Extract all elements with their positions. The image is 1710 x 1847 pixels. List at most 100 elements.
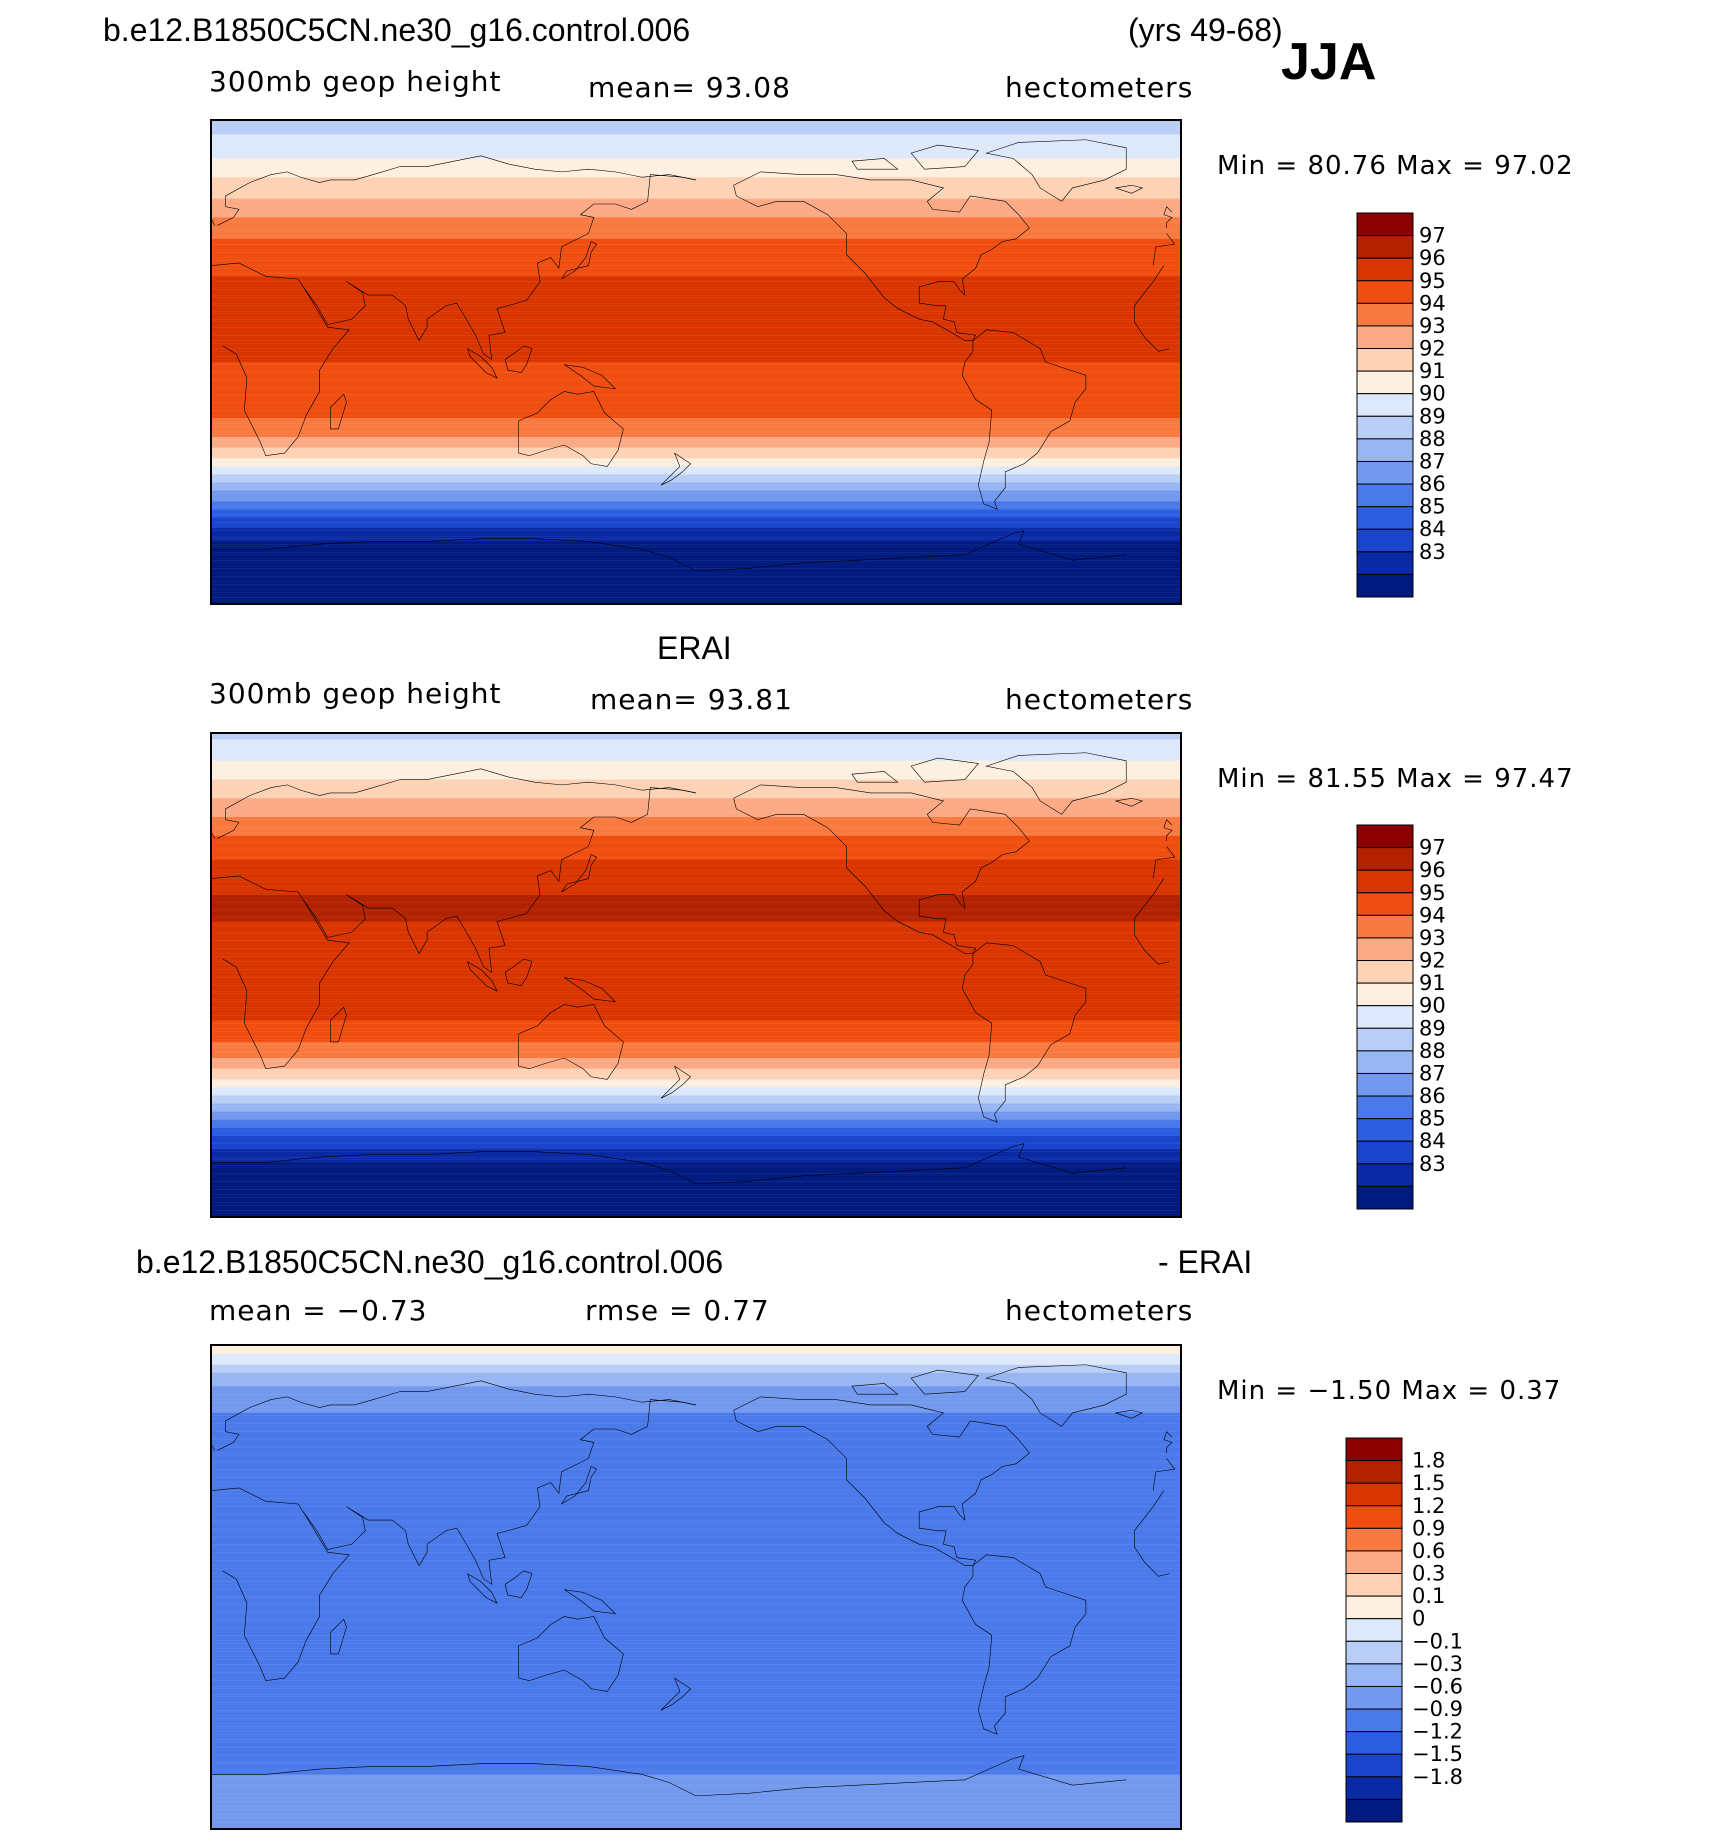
colorbar-label: 92 (1419, 337, 1446, 361)
contour-band (212, 736, 1180, 740)
contour-band (212, 1782, 1180, 1786)
panel2-min-max: Min = 81.55 Max = 97.47 (1217, 764, 1574, 794)
contour-band (212, 1012, 1180, 1016)
contour-band (212, 972, 1180, 976)
contour-band (212, 185, 1180, 189)
contour-band (212, 560, 1180, 563)
contour-band (212, 1632, 1180, 1636)
contour-band (212, 174, 1180, 178)
contour-band (212, 466, 1180, 470)
contour-band (212, 934, 1180, 938)
contour-band (212, 817, 1180, 820)
contour-band (212, 1412, 1180, 1416)
contour-band (212, 1603, 1180, 1606)
contour-band (212, 295, 1180, 298)
contour-band (212, 1380, 1180, 1384)
contour-band (212, 1696, 1180, 1700)
contour-band (212, 1418, 1180, 1422)
contour-band (212, 134, 1180, 138)
contour-band (212, 1049, 1180, 1053)
colorbar-box (1345, 1482, 1403, 1507)
contour-band (212, 316, 1180, 320)
contour-band (212, 1766, 1180, 1770)
contour-band (212, 1100, 1180, 1104)
coastline (734, 1397, 1030, 1566)
contour-band (212, 1485, 1180, 1489)
contour-band (212, 503, 1180, 507)
contour-band (212, 1659, 1180, 1663)
contour-band (212, 1710, 1180, 1713)
contour-band (212, 798, 1180, 802)
contour-band (212, 1699, 1180, 1703)
coastline (212, 1488, 1169, 1681)
contour-band (212, 383, 1180, 387)
contour-band (212, 1162, 1180, 1166)
contour-band (212, 1074, 1180, 1077)
coastline (962, 1555, 1086, 1734)
contour-band (212, 1165, 1180, 1168)
colorbar-label: −0.6 (1412, 1674, 1463, 1698)
contour-band (212, 1346, 1180, 1349)
contour-band (212, 1383, 1180, 1387)
contour-band (212, 321, 1180, 325)
contour-band (212, 1466, 1180, 1470)
panel1-colorbar: 97 96 95 94 93 92 91 90 89 88 87 86 85 84 83 (1356, 212, 1477, 598)
contour-band (212, 1434, 1180, 1438)
contour-band (212, 121, 1180, 124)
contour-band (212, 1386, 1180, 1389)
colorbar-box (1356, 937, 1414, 962)
contour-band (212, 1044, 1180, 1048)
contour-band (212, 1076, 1180, 1080)
contour-band (212, 1734, 1180, 1738)
colorbar-box (1356, 370, 1414, 395)
coastline (330, 1619, 346, 1654)
contour-band (212, 477, 1180, 480)
colorbar-box (1356, 1185, 1414, 1210)
contour-band (212, 1439, 1180, 1443)
contour-band (212, 568, 1180, 572)
contour-band (212, 1111, 1180, 1115)
contour-band (212, 921, 1180, 925)
colorbar-label: 87 (1419, 1061, 1446, 1085)
contour-band (212, 351, 1180, 355)
colorbar-label: 1.2 (1412, 1494, 1445, 1518)
contour-band (212, 1173, 1180, 1176)
contour-band (212, 570, 1180, 574)
contour-band (212, 1704, 1180, 1708)
contour-band (212, 198, 1180, 202)
contour-band (212, 407, 1180, 411)
contour-band (212, 1605, 1180, 1609)
contour-band (212, 1501, 1180, 1505)
contour-band (212, 1680, 1180, 1684)
contour-band (212, 1533, 1180, 1537)
contour-band (212, 1728, 1180, 1732)
coastline (303, 175, 696, 360)
contour-band (212, 1742, 1180, 1746)
colorbar-box (1345, 1753, 1403, 1778)
contour-band (212, 859, 1180, 863)
contour-band (212, 1825, 1180, 1828)
contour-band (212, 415, 1180, 419)
contour-band (212, 964, 1180, 968)
contour-band (212, 742, 1180, 745)
contour-band (212, 528, 1180, 531)
contour-band (212, 297, 1180, 301)
coastline (986, 753, 1126, 815)
contour-band (212, 862, 1180, 866)
contour-band (212, 1536, 1180, 1539)
colorbar-label: 93 (1419, 926, 1446, 950)
contour-band (212, 1052, 1180, 1056)
contour-band (212, 763, 1180, 767)
contour-band (212, 209, 1180, 213)
contour-band (212, 1761, 1180, 1764)
contour-band (212, 158, 1180, 162)
coastline (986, 1365, 1126, 1427)
contour-band (212, 541, 1180, 545)
contour-band (212, 910, 1180, 914)
contour-band (212, 1039, 1180, 1043)
contour-band (212, 445, 1180, 448)
contour-band (212, 1506, 1180, 1510)
contour-band (212, 161, 1180, 164)
contour-band (212, 241, 1180, 245)
colorbar-box (1356, 1095, 1414, 1120)
